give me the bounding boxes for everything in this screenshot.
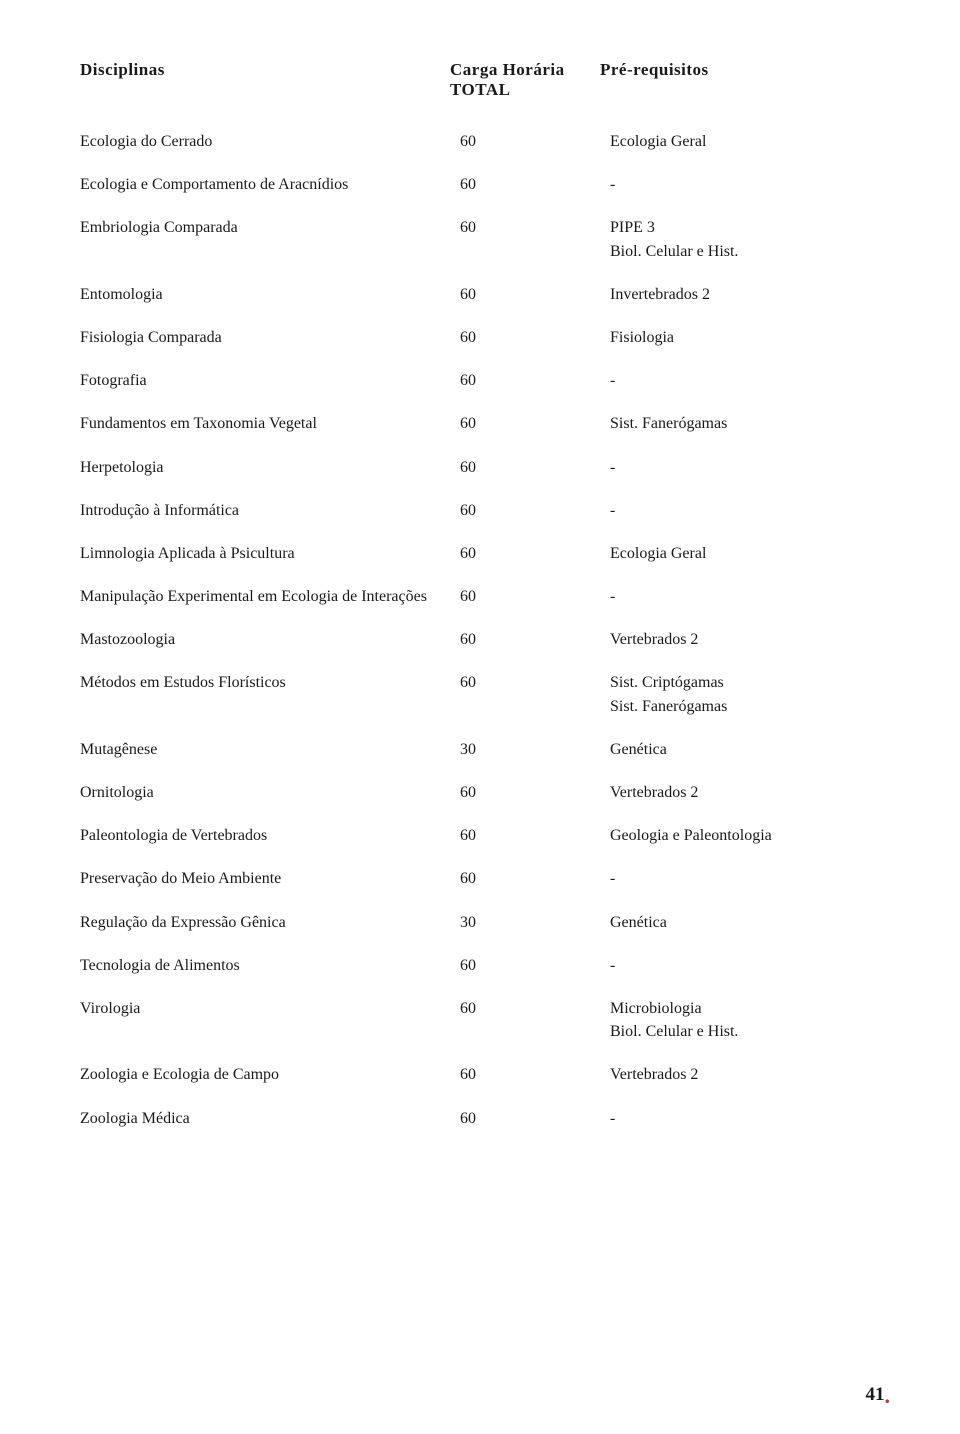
cell-prereq: Sist. Fanerógamas <box>610 412 890 435</box>
cell-prereq: Genética <box>610 738 890 761</box>
header-disciplinas: Disciplinas <box>80 60 450 100</box>
cell-disciplina: Mutagênese <box>80 738 460 761</box>
cell-prereq: Invertebrados 2 <box>610 283 890 306</box>
cell-hours: 60 <box>460 412 610 435</box>
cell-hours: 60 <box>460 997 610 1043</box>
cell-hours: 30 <box>460 911 610 934</box>
table-row: Herpetologia60- <box>80 456 890 479</box>
cell-hours: 60 <box>460 283 610 306</box>
cell-prereq: Vertebrados 2 <box>610 1063 890 1086</box>
cell-disciplina: Ecologia do Cerrado <box>80 130 460 153</box>
cell-disciplina: Introdução à Informática <box>80 499 460 522</box>
cell-prereq: - <box>610 585 890 608</box>
cell-prereq: Sist. CriptógamasSist. Fanerógamas <box>610 671 890 717</box>
cell-disciplina: Métodos em Estudos Florísticos <box>80 671 460 717</box>
cell-hours: 60 <box>460 671 610 717</box>
table-row: Fundamentos em Taxonomia Vegetal60Sist. … <box>80 412 890 435</box>
cell-prereq: - <box>610 499 890 522</box>
cell-disciplina: Mastozoologia <box>80 628 460 651</box>
cell-hours: 60 <box>460 824 610 847</box>
header-carga-line2: TOTAL <box>450 80 600 100</box>
cell-hours: 60 <box>460 781 610 804</box>
cell-disciplina: Paleontologia de Vertebrados <box>80 824 460 847</box>
cell-hours: 60 <box>460 216 610 262</box>
cell-prereq: MicrobiologiaBiol. Celular e Hist. <box>610 997 890 1043</box>
cell-prereq: - <box>610 456 890 479</box>
cell-disciplina: Fundamentos em Taxonomia Vegetal <box>80 412 460 435</box>
cell-hours: 60 <box>460 499 610 522</box>
header-carga-horaria: Carga Horária TOTAL <box>450 60 600 100</box>
table-row: Mastozoologia60Vertebrados 2 <box>80 628 890 651</box>
cell-prereq: - <box>610 369 890 392</box>
cell-disciplina: Ornitologia <box>80 781 460 804</box>
cell-hours: 60 <box>460 867 610 890</box>
header-pre-requisitos: Pré-requisitos <box>600 60 890 100</box>
cell-disciplina: Fisiologia Comparada <box>80 326 460 349</box>
table-row: Embriologia Comparada60PIPE 3Biol. Celul… <box>80 216 890 262</box>
table-header: Disciplinas Carga Horária TOTAL Pré-requ… <box>80 60 890 100</box>
cell-disciplina: Zoologia e Ecologia de Campo <box>80 1063 460 1086</box>
cell-hours: 60 <box>460 369 610 392</box>
cell-disciplina: Fotografia <box>80 369 460 392</box>
cell-prereq: Vertebrados 2 <box>610 781 890 804</box>
cell-hours: 60 <box>460 954 610 977</box>
table-row: Zoologia e Ecologia de Campo60Vertebrado… <box>80 1063 890 1086</box>
table-row: Zoologia Médica60- <box>80 1107 890 1130</box>
cell-disciplina: Preservação do Meio Ambiente <box>80 867 460 890</box>
table-row: Tecnologia de Alimentos60- <box>80 954 890 977</box>
cell-prereq: PIPE 3Biol. Celular e Hist. <box>610 216 890 262</box>
cell-disciplina: Embriologia Comparada <box>80 216 460 262</box>
table-row: Mutagênese30Genética <box>80 738 890 761</box>
cell-hours: 60 <box>460 1063 610 1086</box>
table-row: Fotografia60- <box>80 369 890 392</box>
table-row: Introdução à Informática60- <box>80 499 890 522</box>
cell-hours: 60 <box>460 130 610 153</box>
table-row: Entomologia60Invertebrados 2 <box>80 283 890 306</box>
cell-disciplina: Herpetologia <box>80 456 460 479</box>
cell-hours: 60 <box>460 173 610 196</box>
table-row: Ornitologia60Vertebrados 2 <box>80 781 890 804</box>
cell-prereq: Geologia e Paleontologia <box>610 824 890 847</box>
cell-hours: 30 <box>460 738 610 761</box>
cell-disciplina: Regulação da Expressão Gênica <box>80 911 460 934</box>
table-row: Regulação da Expressão Gênica30Genética <box>80 911 890 934</box>
cell-prereq: Vertebrados 2 <box>610 628 890 651</box>
cell-disciplina: Virologia <box>80 997 460 1043</box>
cell-hours: 60 <box>460 326 610 349</box>
cell-hours: 60 <box>460 542 610 565</box>
cell-prereq: - <box>610 173 890 196</box>
page-number: 41. <box>866 1384 891 1406</box>
cell-prereq: Genética <box>610 911 890 934</box>
cell-hours: 60 <box>460 585 610 608</box>
cell-prereq: - <box>610 867 890 890</box>
cell-prereq: - <box>610 1107 890 1130</box>
table-row: Limnologia Aplicada à Psicultura60Ecolog… <box>80 542 890 565</box>
cell-disciplina: Tecnologia de Alimentos <box>80 954 460 977</box>
cell-hours: 60 <box>460 1107 610 1130</box>
header-carga-line1: Carga Horária <box>450 60 600 80</box>
cell-disciplina: Zoologia Médica <box>80 1107 460 1130</box>
cell-prereq: - <box>610 954 890 977</box>
cell-disciplina: Entomologia <box>80 283 460 306</box>
table-row: Métodos em Estudos Florísticos60Sist. Cr… <box>80 671 890 717</box>
cell-prereq: Ecologia Geral <box>610 542 890 565</box>
table-row: Fisiologia Comparada60Fisiologia <box>80 326 890 349</box>
cell-disciplina: Manipulação Experimental em Ecologia de … <box>80 585 460 608</box>
cell-disciplina: Limnologia Aplicada à Psicultura <box>80 542 460 565</box>
table-body: Ecologia do Cerrado60Ecologia GeralEcolo… <box>80 130 890 1130</box>
cell-hours: 60 <box>460 628 610 651</box>
table-row: Virologia60MicrobiologiaBiol. Celular e … <box>80 997 890 1043</box>
table-row: Paleontologia de Vertebrados60Geologia e… <box>80 824 890 847</box>
cell-disciplina: Ecologia e Comportamento de Aracnídios <box>80 173 460 196</box>
table-row: Ecologia e Comportamento de Aracnídios60… <box>80 173 890 196</box>
table-row: Ecologia do Cerrado60Ecologia Geral <box>80 130 890 153</box>
cell-prereq: Ecologia Geral <box>610 130 890 153</box>
page-number-dot: . <box>885 1383 891 1408</box>
page-number-value: 41 <box>866 1384 885 1405</box>
table-row: Manipulação Experimental em Ecologia de … <box>80 585 890 608</box>
cell-hours: 60 <box>460 456 610 479</box>
cell-prereq: Fisiologia <box>610 326 890 349</box>
table-row: Preservação do Meio Ambiente60- <box>80 867 890 890</box>
